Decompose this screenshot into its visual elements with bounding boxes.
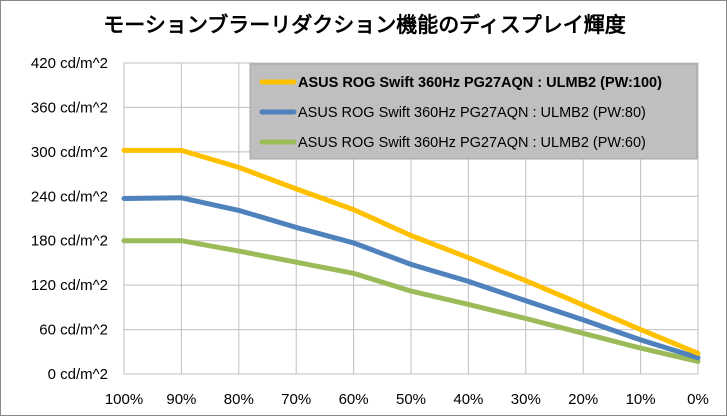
x-tick-label: 60% — [339, 391, 369, 408]
legend-label: ASUS ROG Swift 360Hz PG27AQN : ULMB2 (PW… — [298, 135, 646, 151]
x-tick-label: 10% — [626, 391, 656, 408]
y-tick-label: 0 cd/m^2 — [48, 366, 108, 383]
y-tick-label: 240 cd/m^2 — [31, 188, 108, 205]
x-tick-label: 80% — [224, 391, 254, 408]
x-tick-label: 20% — [568, 391, 598, 408]
y-tick-label: 300 cd/m^2 — [31, 144, 108, 161]
x-tick-label: 30% — [511, 391, 541, 408]
series-line — [121, 238, 701, 364]
x-tick-label: 40% — [453, 391, 483, 408]
x-tick-label: 100% — [105, 391, 143, 408]
series-line — [121, 147, 701, 356]
x-tick-label: 50% — [396, 391, 426, 408]
y-tick-label: 420 cd/m^2 — [31, 55, 108, 72]
x-tick-label: 70% — [281, 391, 311, 408]
y-tick-label: 120 cd/m^2 — [31, 277, 108, 294]
y-tick-label: 180 cd/m^2 — [31, 233, 108, 250]
legend-label: ASUS ROG Swift 360Hz PG27AQN : ULMB2 (PW… — [298, 75, 662, 91]
legend-label: ASUS ROG Swift 360Hz PG27AQN : ULMB2 (PW… — [298, 105, 646, 121]
y-tick-label: 60 cd/m^2 — [39, 322, 108, 339]
y-tick-label: 360 cd/m^2 — [31, 99, 108, 116]
series-line — [121, 195, 701, 361]
x-tick-label: 90% — [166, 391, 196, 408]
chart-title: モーションブラーリダクション機能のディスプレイ輝度 — [103, 13, 626, 37]
x-tick-label: 0% — [687, 391, 709, 408]
legend-box — [249, 63, 698, 160]
